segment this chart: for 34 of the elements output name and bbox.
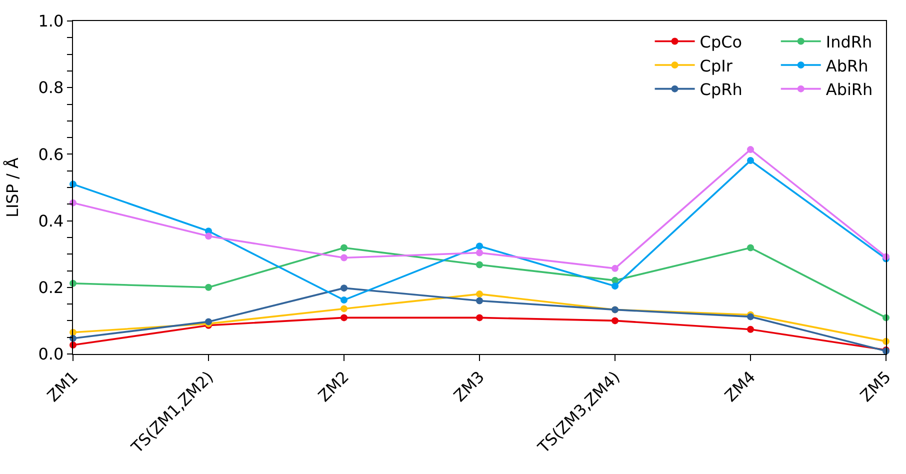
point bbox=[340, 314, 348, 322]
point bbox=[747, 157, 754, 164]
point bbox=[340, 284, 348, 292]
point bbox=[476, 290, 483, 298]
point bbox=[747, 326, 754, 333]
legend-label: CpIr bbox=[700, 56, 733, 76]
y-tick-label: 0.2 bbox=[38, 278, 64, 297]
legend-label: CpRh bbox=[700, 80, 742, 100]
point bbox=[205, 284, 212, 291]
legend-label: AbRh bbox=[826, 56, 868, 76]
legend-label: IndRh bbox=[826, 32, 872, 52]
legend-label: CpCo bbox=[700, 32, 742, 52]
point bbox=[476, 261, 483, 268]
y-tick-label: 1.0 bbox=[38, 12, 64, 31]
point bbox=[340, 244, 348, 252]
point bbox=[340, 296, 348, 304]
y-tick-label: 0.4 bbox=[38, 211, 64, 230]
point bbox=[340, 305, 348, 312]
point bbox=[612, 264, 618, 272]
point bbox=[612, 282, 618, 290]
y-axis-title: LISP / Å bbox=[3, 157, 22, 218]
point bbox=[340, 254, 348, 262]
point bbox=[476, 297, 483, 304]
point bbox=[205, 232, 212, 240]
point bbox=[476, 242, 483, 250]
y-tick-label: 0.8 bbox=[38, 78, 64, 98]
point bbox=[747, 146, 754, 154]
legend-label: AbiRh bbox=[826, 80, 873, 100]
y-tick-label: 0.6 bbox=[38, 144, 64, 164]
point bbox=[476, 314, 483, 322]
point bbox=[476, 249, 483, 256]
y-tick-label: 0.0 bbox=[38, 344, 64, 364]
point bbox=[612, 317, 618, 324]
point bbox=[747, 244, 754, 252]
